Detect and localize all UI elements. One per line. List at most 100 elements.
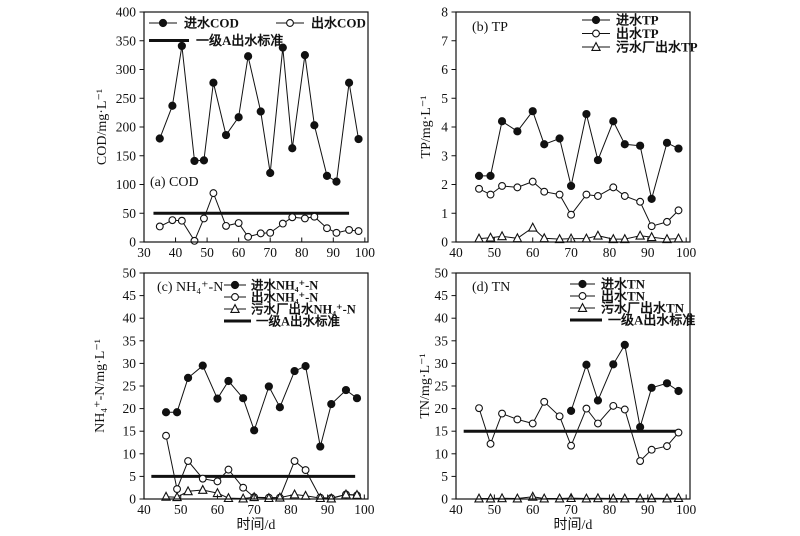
y-tick-label: 15 [123,424,137,439]
data-point [663,442,671,451]
y-axis-ticks [139,11,144,243]
data-point [199,156,209,165]
data-point [244,232,253,241]
y-tick-label: 10 [123,446,137,461]
data-point [316,442,325,451]
data-point [168,216,177,225]
data-point [555,190,564,199]
y-tick-label: 2 [441,177,448,192]
data-point [288,144,297,153]
data-point [554,492,565,503]
data-point [662,379,672,388]
y-tick-label: 7 [441,33,448,48]
legend-marker [231,293,239,301]
y-tick-label: 45 [435,288,449,303]
data-point [636,141,645,150]
y-tick-label: 5 [441,469,448,484]
legend-label: 进水TP [616,13,659,28]
x-tick-label: 60 [211,502,225,517]
markers-effluent-tp [475,177,683,231]
data-point [155,134,164,143]
data-point [332,228,341,237]
data-point [620,405,629,414]
chart-panel-c: 40 50 60 70 80 90 100 0 5 10 15 20 25 30 35 40 45 50 NH₄⁺-… [93,266,375,534]
data-point [486,190,495,199]
panel-label: (a) COD [150,175,199,190]
data-point [177,216,186,225]
series-markers [161,361,362,503]
data-point [485,232,496,242]
y-tick-label: 8 [441,5,448,20]
series-line-wwtp-effluent-tn [479,496,679,500]
y-tick-label: 15 [435,424,449,439]
y-tick-label: 35 [435,333,449,348]
x-tick-label: 70 [564,502,578,517]
y-tick-label: 30 [435,356,449,371]
legend-label: 污水厂出水NH₄⁺-N [251,302,356,317]
data-point [345,225,354,234]
y-tick-label: 50 [123,266,137,281]
data-point [513,415,522,424]
y-tick-label: 4 [441,120,448,135]
legend-marker [578,292,587,300]
x-tick-label: 90 [327,245,341,260]
legend-label: 出水COD [311,16,366,31]
series-line-effluent-tp [478,181,679,227]
data-point [198,361,207,370]
data-point [474,492,485,503]
data-point [567,210,576,219]
x-tick-label: 100 [676,245,697,260]
data-point [540,140,549,149]
data-point [620,140,629,149]
legend-entry-standard: 一级A出水标准 [570,313,695,328]
y-tick-label: 0 [441,492,448,507]
data-point [662,138,672,147]
legend-marker [591,15,601,25]
legend-entry-wwtp-effluent-nh4n: 污水厂出水NH₄⁺-N [224,302,356,317]
data-point [234,219,243,227]
data-point [323,224,331,233]
y-tick-label: 150 [116,148,137,163]
data-point [340,488,351,499]
data-point [592,492,603,503]
data-point [609,183,618,192]
data-point [264,382,273,391]
data-point [352,394,362,403]
y-axis-title: TN/mg·L⁻¹ [418,353,433,418]
data-point [620,192,629,200]
x-axis-title: 时间/d [237,517,276,533]
data-point [609,360,618,369]
data-point [183,373,193,382]
data-point [581,492,592,503]
legend-marker [286,19,294,27]
data-point [197,484,208,494]
x-tick-label: 80 [603,502,617,517]
data-point [636,197,645,206]
x-axis-ticks [455,494,687,499]
data-point [647,445,656,454]
data-point [310,121,319,130]
data-point [636,423,645,432]
y-tick-label: 1 [441,206,448,221]
data-point [266,228,275,237]
y-tick-label: 20 [435,401,449,416]
data-point [635,230,646,240]
data-point [351,489,362,499]
data-point [528,177,537,186]
x-tick-label: 90 [641,245,655,260]
data-point [582,190,591,199]
series-lines [478,110,679,240]
data-point [332,177,341,186]
data-point [513,127,522,136]
y-tick-label: 350 [116,33,137,48]
data-point [300,214,309,223]
data-point [213,394,222,403]
x-tick-label: 90 [641,502,655,517]
series-line-effluent-tn [478,400,679,462]
legend: 进水COD 出水COD 一级A出水标准 [149,16,366,48]
legend-entry-wwtp-effluent-tp: 污水厂出水TP [582,40,698,55]
x-tick-label: 60 [526,502,540,517]
markers-influent-tn [566,340,683,432]
